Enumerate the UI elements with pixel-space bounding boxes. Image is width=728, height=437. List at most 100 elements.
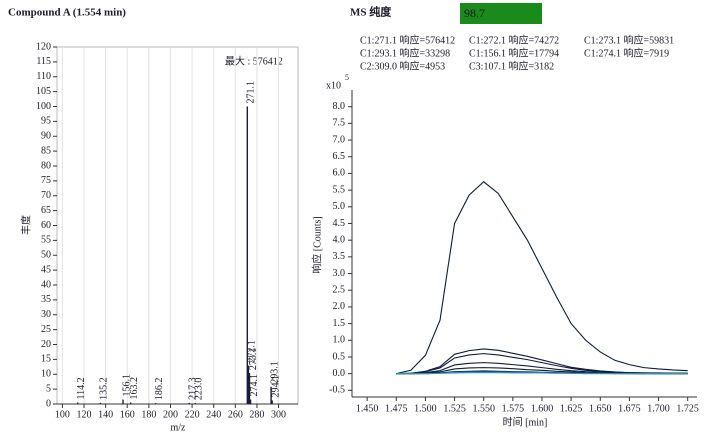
x-tick-label: 1.700 xyxy=(647,403,670,414)
peak-label: 114.2 xyxy=(76,377,87,399)
y-tick-label: 1.0 xyxy=(333,335,346,346)
legend-entry: C3:107.1 响应=3182 xyxy=(469,59,554,72)
x-tick-label: 1.600 xyxy=(531,403,554,414)
spectrum-title: Compound A (1.554 min) xyxy=(8,7,126,19)
x-tick-label: 1.675 xyxy=(618,403,641,414)
y-tick-label: 55 xyxy=(41,235,51,246)
x-tick-label: 1.625 xyxy=(560,403,583,414)
purity-box xyxy=(460,3,542,24)
peak-label: 135.2 xyxy=(99,377,110,400)
x-tick-label: 1.475 xyxy=(385,403,408,414)
x-tick-label: 300 xyxy=(271,409,286,420)
x-tick-label: 220 xyxy=(185,409,200,420)
y-tick-label: 6.5 xyxy=(333,151,346,162)
y-tick-label: 60 xyxy=(41,220,51,231)
x-tick-label: 1.650 xyxy=(589,403,612,414)
series-line xyxy=(396,181,688,375)
y-scale-label: x10 xyxy=(326,80,341,91)
y-tick-label: 2.5 xyxy=(333,285,346,296)
y-tick-label: 3.5 xyxy=(333,251,346,262)
y-tick-label: 100 xyxy=(36,101,51,112)
y-tick-label: 65 xyxy=(41,205,51,216)
peak-label: 163.2 xyxy=(129,377,140,400)
x-tick-label: 1.525 xyxy=(443,403,466,414)
x-tick-label: 140 xyxy=(98,409,113,420)
x-tick-label: 280 xyxy=(249,409,264,420)
x-tick-label: 1.450 xyxy=(356,403,379,414)
y-tick-label: 105 xyxy=(36,86,51,97)
y-tick-label: 6.0 xyxy=(333,168,346,179)
y-tick-label: 30 xyxy=(41,309,51,320)
y-tick-label: 0 xyxy=(46,398,51,409)
legend-entry: C1:274.1 响应=7919 xyxy=(584,46,669,59)
x-tick-label: 100 xyxy=(55,409,70,420)
x-tick-label: 240 xyxy=(206,409,221,420)
y-tick-label: 95 xyxy=(41,116,51,127)
y-tick-label: 50 xyxy=(41,250,51,261)
x-tick-label: 1.725 xyxy=(676,403,699,414)
y-tick-label: 40 xyxy=(41,279,51,290)
peak-label: 156.1 xyxy=(121,374,132,397)
y-tick-label: 85 xyxy=(41,145,51,156)
y-tick-label: 90 xyxy=(41,131,51,142)
x-tick-label: 1.550 xyxy=(472,403,495,414)
x-tick-label: 120 xyxy=(77,409,92,420)
peak-label: 274.1 xyxy=(249,374,260,397)
y-tick-label: 5.5 xyxy=(333,184,346,195)
y-tick-label: 45 xyxy=(41,264,51,275)
y-tick-label: 1.5 xyxy=(333,318,346,329)
y-tick-label: 120 xyxy=(36,41,51,52)
legend-entry: C1:156.1 响应=17794 xyxy=(469,46,559,59)
legend-entry: C1:273.1 响应=59831 xyxy=(584,33,674,46)
y-axis-label: 响应 [Counts] xyxy=(310,216,323,274)
y-tick-label: 115 xyxy=(36,56,51,67)
purity-value: 98.7 xyxy=(464,6,485,20)
peak-label: 186.2 xyxy=(154,378,165,401)
peak-label: 293.1 xyxy=(269,361,280,384)
peak-label: 217.3 xyxy=(187,377,198,400)
y-tick-label: 20 xyxy=(41,339,51,350)
y-tick-label: 7.5 xyxy=(333,118,346,129)
x-tick-label: 1.500 xyxy=(414,403,437,414)
max-annotation: 最大 : 576412 xyxy=(225,54,283,67)
y-tick-label: 8.0 xyxy=(333,101,346,112)
y-tick-label: 4.0 xyxy=(333,234,346,245)
y-tick-label: 0.0 xyxy=(333,368,346,379)
y-tick-label: 15 xyxy=(41,354,51,365)
x-axis-label: 时间 [min] xyxy=(503,415,548,428)
x-tick-label: 200 xyxy=(163,409,178,420)
x-axis-label: m/z xyxy=(171,422,187,433)
y-tick-label: 110 xyxy=(36,71,51,82)
y-tick-label: 25 xyxy=(41,324,51,335)
legend-entry: C1:271.1 响应=576412 xyxy=(360,33,455,46)
peak-label: 294.1 xyxy=(270,375,281,398)
y-tick-label: 10 xyxy=(41,369,51,380)
y-tick-label: 75 xyxy=(41,175,51,186)
series-line xyxy=(396,372,688,375)
x-tick-label: 260 xyxy=(228,409,243,420)
y-tick-label: 70 xyxy=(41,190,51,201)
y-tick-label: 3.0 xyxy=(333,268,346,279)
peak-label: 223.0 xyxy=(194,378,205,401)
y-scale-exponent: 5 xyxy=(345,73,349,82)
x-tick-label: 1.575 xyxy=(502,403,525,414)
y-tick-label: -0.5 xyxy=(329,385,345,396)
y-tick-label: 4.5 xyxy=(333,218,346,229)
legend-entry: C1:272.1 响应=74272 xyxy=(469,33,559,46)
y-tick-label: 5 xyxy=(46,383,51,394)
y-tick-label: 7.0 xyxy=(333,134,346,145)
purity-title: MS 纯度 xyxy=(350,5,392,19)
y-tick-label: 0.5 xyxy=(333,351,346,362)
y-tick-label: 2.0 xyxy=(333,301,346,312)
x-tick-label: 160 xyxy=(120,409,135,420)
peak-label: 273.1 xyxy=(248,348,259,371)
legend-entry: C2:309.0 响应=4953 xyxy=(360,59,445,72)
y-tick-label: 80 xyxy=(41,160,51,171)
x-tick-label: 180 xyxy=(141,409,156,420)
y-tick-label: 5.0 xyxy=(333,201,346,212)
peak-label: 271.1 xyxy=(246,81,257,103)
peak-label: 272.1 xyxy=(247,340,258,363)
y-tick-label: 35 xyxy=(41,294,51,305)
